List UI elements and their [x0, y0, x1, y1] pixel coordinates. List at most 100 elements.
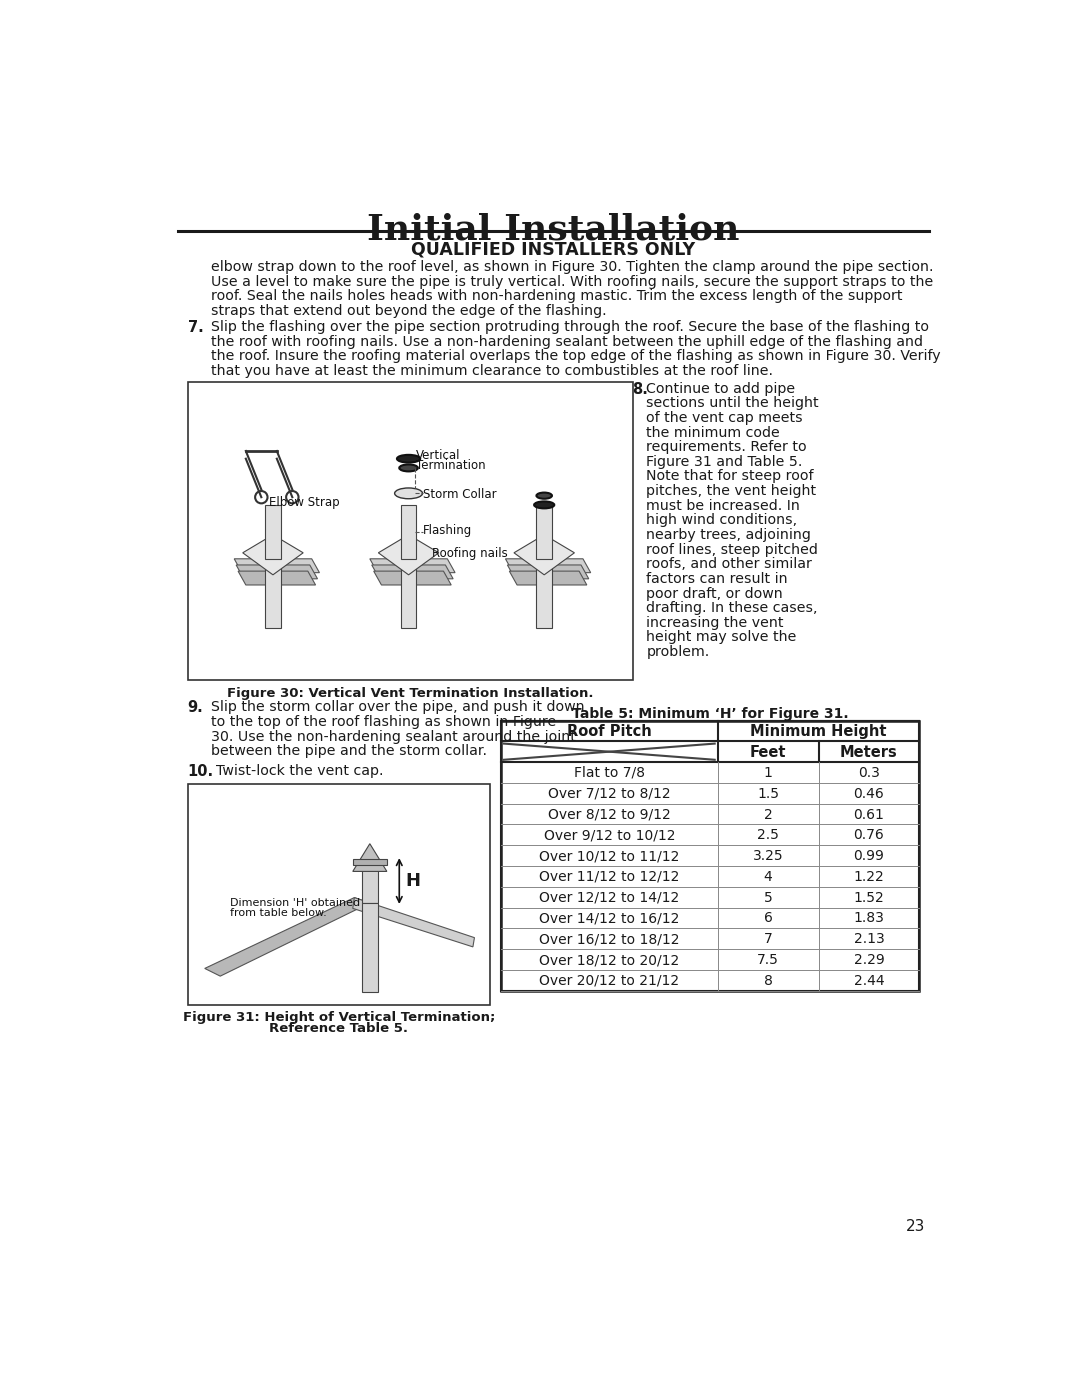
Text: Dimension 'H' obtained: Dimension 'H' obtained [230, 898, 361, 908]
Text: to the top of the roof flashing as shown in Figure: to the top of the roof flashing as shown… [211, 715, 556, 729]
Text: nearby trees, adjoining: nearby trees, adjoining [647, 528, 811, 542]
Text: Minimum Height: Minimum Height [751, 725, 887, 739]
Text: Elbow Strap: Elbow Strap [269, 496, 340, 509]
Text: 9.: 9. [188, 700, 203, 715]
Polygon shape [237, 564, 318, 578]
Polygon shape [505, 559, 591, 573]
Text: Over 7/12 to 8/12: Over 7/12 to 8/12 [548, 787, 671, 800]
Text: Initial Installation: Initial Installation [367, 212, 740, 246]
Polygon shape [238, 571, 315, 585]
Bar [362, 865, 378, 902]
Polygon shape [243, 535, 303, 574]
Text: 1.52: 1.52 [853, 891, 885, 905]
Bar [362, 902, 378, 992]
Text: Twist-lock the vent cap.: Twist-lock the vent cap. [216, 764, 383, 778]
Text: 1: 1 [764, 766, 772, 780]
Text: Figure 30: Vertical Vent Termination Installation.: Figure 30: Vertical Vent Termination Ins… [227, 686, 594, 700]
Text: from table below.: from table below. [230, 908, 327, 918]
Text: Flashing: Flashing [422, 524, 472, 538]
Polygon shape [205, 898, 369, 977]
Text: 7.5: 7.5 [757, 953, 779, 967]
Polygon shape [378, 535, 438, 574]
Text: Continue to add pipe: Continue to add pipe [647, 381, 796, 395]
Text: 0.61: 0.61 [853, 807, 885, 821]
Text: increasing the vent: increasing the vent [647, 616, 784, 630]
Text: 6: 6 [764, 911, 772, 925]
Bar [401, 504, 416, 559]
Text: Figure 31: Height of Vertical Termination;: Figure 31: Height of Vertical Terminatio… [183, 1011, 495, 1024]
Text: must be increased. In: must be increased. In [647, 499, 800, 513]
Text: 0.3: 0.3 [858, 766, 880, 780]
Text: Termination: Termination [416, 458, 486, 472]
Text: requirements. Refer to: requirements. Refer to [647, 440, 807, 454]
Text: Table 5: Minimum ‘H’ for Figure 31.: Table 5: Minimum ‘H’ for Figure 31. [571, 707, 849, 721]
Text: poor draft, or down: poor draft, or down [647, 587, 783, 601]
Text: 0.76: 0.76 [853, 828, 885, 842]
Text: Reference Table 5.: Reference Table 5. [269, 1021, 408, 1035]
Text: 1.83: 1.83 [853, 911, 885, 925]
Text: 30. Use the non-hardening sealant around the joint: 30. Use the non-hardening sealant around… [211, 729, 576, 743]
Text: Storm Collar: Storm Collar [422, 488, 496, 502]
Bar [188, 784, 490, 1006]
Polygon shape [510, 571, 586, 585]
Text: Vertical: Vertical [416, 450, 461, 462]
Text: Slip the flashing over the pipe section protruding through the roof. Secure the : Slip the flashing over the pipe section … [211, 320, 929, 334]
Text: high wind conditions,: high wind conditions, [647, 513, 798, 528]
Text: drafting. In these cases,: drafting. In these cases, [647, 601, 818, 615]
Text: 7.: 7. [188, 320, 203, 335]
Text: Note that for steep roof: Note that for steep roof [647, 469, 814, 483]
Text: 2.44: 2.44 [853, 974, 885, 988]
Text: 3.25: 3.25 [753, 849, 783, 863]
Text: between the pipe and the storm collar.: between the pipe and the storm collar. [211, 745, 487, 759]
Polygon shape [353, 844, 387, 872]
Text: factors can result in: factors can result in [647, 571, 788, 585]
Bar [501, 721, 919, 990]
Bar [501, 721, 919, 990]
Text: roof lines, steep pitched: roof lines, steep pitched [647, 542, 819, 556]
Text: Slip the storm collar over the pipe, and push it down: Slip the storm collar over the pipe, and… [211, 700, 584, 714]
Bar [401, 559, 416, 629]
Text: elbow strap down to the roof level, as shown in Figure 30. Tighten the clamp aro: elbow strap down to the roof level, as s… [211, 260, 933, 274]
Text: problem.: problem. [647, 645, 710, 659]
Text: Flat to 7/8: Flat to 7/8 [573, 766, 645, 780]
Text: Over 20/12 to 21/12: Over 20/12 to 21/12 [539, 974, 679, 988]
Text: pitches, the vent height: pitches, the vent height [647, 485, 816, 499]
Ellipse shape [400, 464, 418, 471]
Text: H: H [405, 872, 420, 890]
Text: 5: 5 [764, 891, 772, 905]
Text: 8.: 8. [633, 381, 648, 397]
Text: of the vent cap meets: of the vent cap meets [647, 411, 804, 425]
Text: 7: 7 [764, 932, 772, 946]
Text: roofs, and other similar: roofs, and other similar [647, 557, 812, 571]
Text: 0.99: 0.99 [853, 849, 885, 863]
Polygon shape [372, 564, 454, 578]
Text: 1.22: 1.22 [853, 870, 885, 884]
Text: Over 16/12 to 18/12: Over 16/12 to 18/12 [539, 932, 679, 946]
Text: 2.5: 2.5 [757, 828, 779, 842]
Text: Over 14/12 to 16/12: Over 14/12 to 16/12 [539, 911, 679, 925]
Text: 8: 8 [764, 974, 772, 988]
Ellipse shape [397, 455, 420, 462]
Text: height may solve the: height may solve the [647, 630, 797, 644]
Text: 10.: 10. [188, 764, 214, 778]
Bar [353, 859, 387, 865]
Text: Over 8/12 to 9/12: Over 8/12 to 9/12 [548, 807, 671, 821]
Text: Roofing nails: Roofing nails [432, 548, 508, 560]
Text: straps that extend out beyond the edge of the flashing.: straps that extend out beyond the edge o… [211, 305, 607, 319]
Polygon shape [234, 559, 320, 573]
Text: 4: 4 [764, 870, 772, 884]
Polygon shape [374, 571, 451, 585]
Text: Roof Pitch: Roof Pitch [567, 725, 651, 739]
Polygon shape [353, 898, 474, 947]
Text: Meters: Meters [840, 745, 897, 760]
Text: 2.29: 2.29 [853, 953, 885, 967]
Text: Over 12/12 to 14/12: Over 12/12 to 14/12 [539, 891, 679, 905]
Text: Over 10/12 to 11/12: Over 10/12 to 11/12 [539, 849, 679, 863]
Text: Use a level to make sure the pipe is truly vertical. With roofing nails, secure : Use a level to make sure the pipe is tru… [211, 275, 933, 289]
Text: Over 9/12 to 10/12: Over 9/12 to 10/12 [543, 828, 675, 842]
Bar [266, 559, 281, 629]
Text: 2: 2 [764, 807, 772, 821]
Text: 23: 23 [906, 1218, 926, 1234]
Text: 0.46: 0.46 [853, 787, 885, 800]
Text: 1.5: 1.5 [757, 787, 779, 800]
